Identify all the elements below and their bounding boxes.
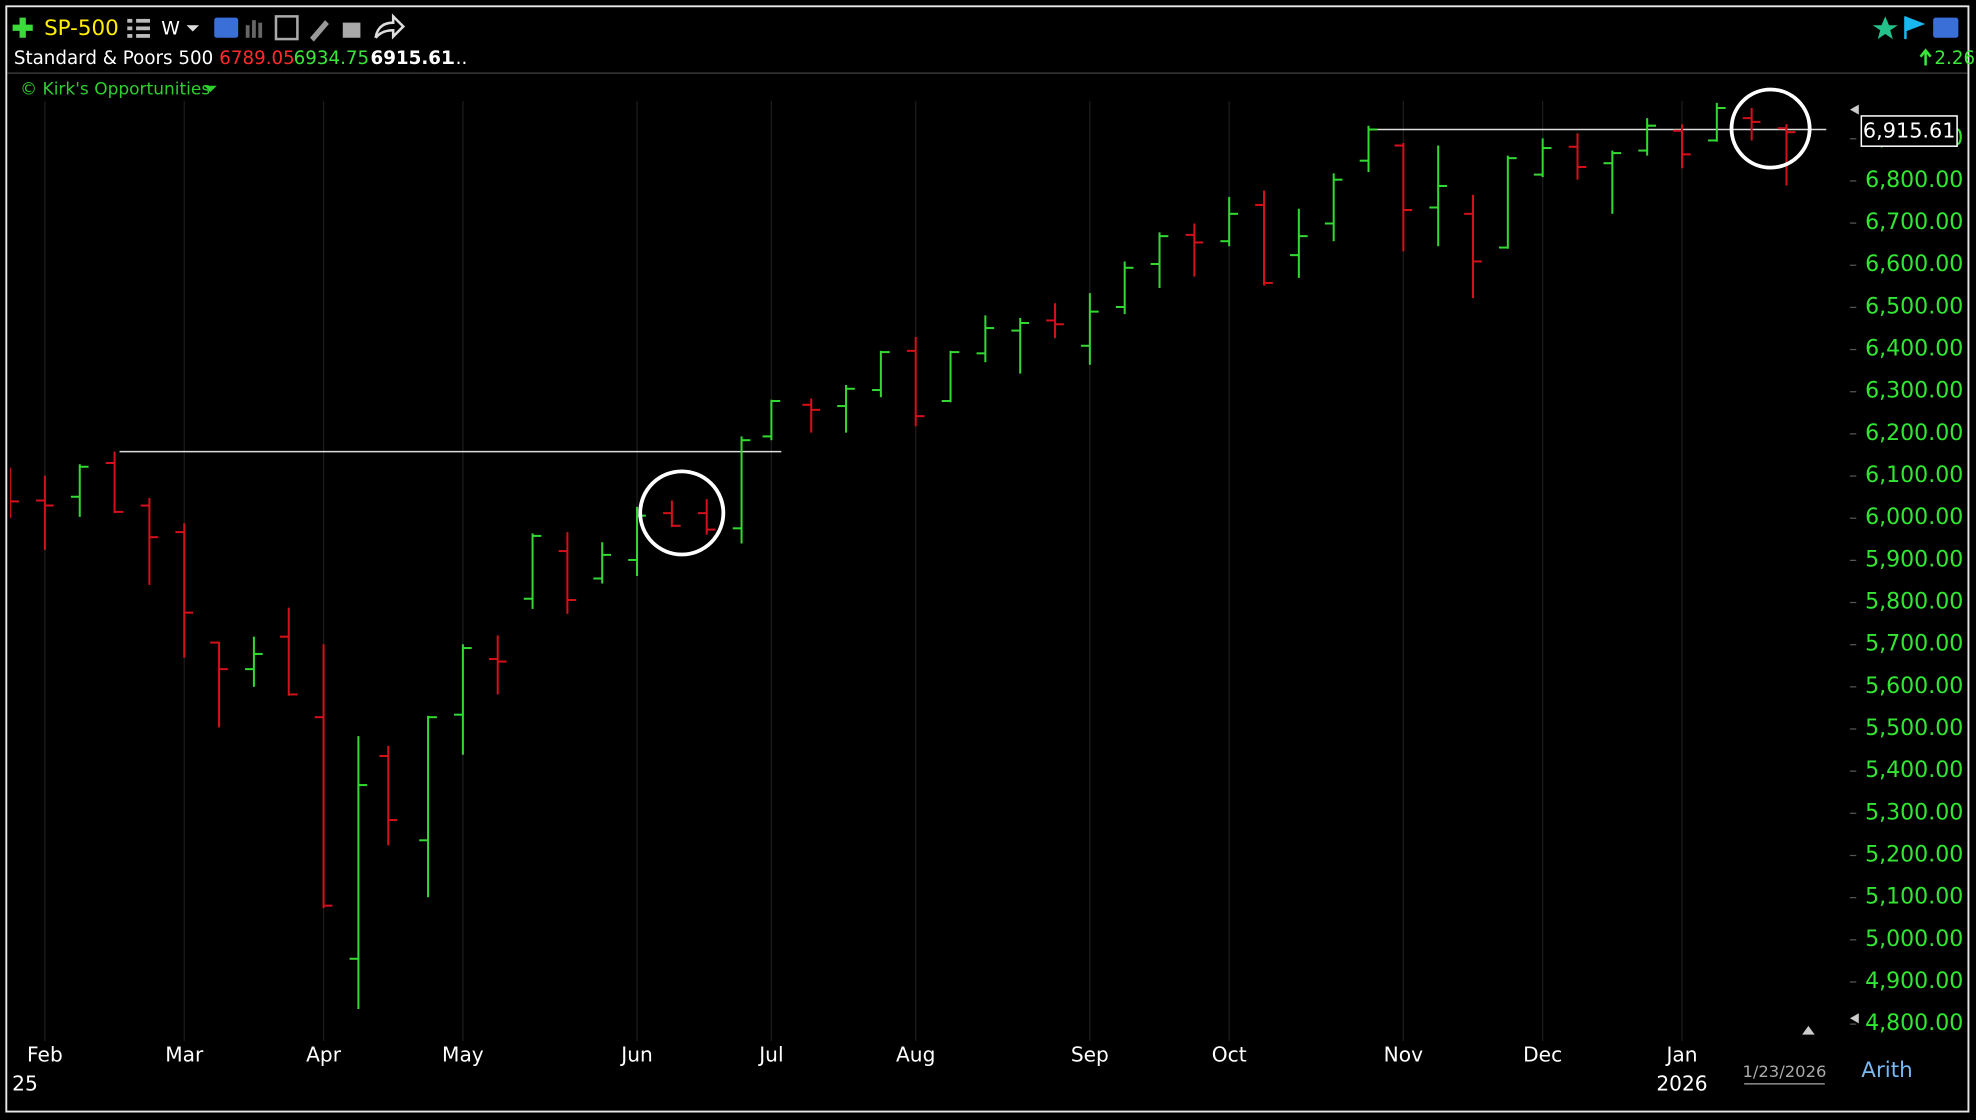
frame [5, 5, 1970, 1113]
y-tick-label: 4,900.00 [1865, 969, 1963, 994]
y-tick-label: 6,700.00 [1865, 210, 1963, 235]
y-tick-label: 6,300.00 [1865, 379, 1963, 404]
x-tick-label: May [442, 1043, 484, 1067]
x-tick-label: Jun [619, 1043, 652, 1067]
highlight-circle [638, 469, 726, 557]
y-tick-label: 5,800.00 [1865, 590, 1963, 615]
y-tick-label: 5,400.00 [1865, 758, 1963, 783]
last-price-label: 6,915.61 [1863, 119, 1956, 143]
x-tick-label: Jul [757, 1043, 783, 1067]
x-tick-label: Nov [1384, 1043, 1423, 1067]
change: 2.26 [1934, 48, 1975, 69]
bars-icon[interactable] [245, 20, 263, 38]
date-label: 1/23/2026 [1742, 1062, 1826, 1081]
x-tick-label: Mar [165, 1043, 204, 1067]
list-icon[interactable] [127, 18, 150, 38]
y-tick-label: 6,000.00 [1865, 505, 1963, 530]
y-tick-label: 6,400.00 [1865, 337, 1963, 362]
y-tick-label: 5,900.00 [1865, 547, 1963, 572]
y-tick-label: 4,800.00 [1865, 1011, 1963, 1036]
grid [44, 100, 1683, 1041]
add-icon[interactable] [12, 17, 33, 38]
type-icon[interactable] [214, 17, 239, 38]
y-tick-label: 5,000.00 [1865, 927, 1963, 952]
y-tick-label: 6,600.00 [1865, 252, 1963, 277]
draw-icon[interactable] [310, 20, 329, 42]
s-icon[interactable] [1933, 17, 1959, 38]
share-icon[interactable] [374, 13, 406, 40]
watermark-caret[interactable] [204, 85, 217, 92]
toolbar: SP-500 W [12, 13, 1959, 42]
y-tick-label: 6,100.00 [1865, 463, 1963, 488]
y-tick-label: 5,700.00 [1865, 632, 1963, 657]
highlight-circle [1729, 87, 1812, 170]
scale-label[interactable]: Arith [1861, 1058, 1912, 1083]
y-tick-label: 5,300.00 [1865, 800, 1963, 825]
flag-icon[interactable] [1904, 16, 1926, 40]
y-tick-label: 5,600.00 [1865, 674, 1963, 699]
x-tick-label: Dec [1523, 1043, 1562, 1067]
interval[interactable]: W [161, 17, 180, 39]
watermark[interactable]: © Kirk's Opportunities [20, 79, 210, 99]
star-icon[interactable] [1872, 16, 1898, 40]
change-arrow [1919, 48, 1932, 66]
y-tick-label: 5,200.00 [1865, 842, 1963, 867]
y-tick-label: 6,500.00 [1865, 294, 1963, 319]
interval-caret[interactable] [186, 25, 200, 32]
y-tick-label: 6,800.00 [1865, 168, 1963, 193]
y-tick-label: 6,200.00 [1865, 421, 1963, 446]
x-tick-label: Jan [1664, 1043, 1697, 1067]
y-tick-label: 5,100.00 [1865, 885, 1963, 910]
x-tick-label: Aug [896, 1043, 935, 1067]
x-tick-label: Oct [1212, 1043, 1247, 1067]
plot [10, 102, 1827, 1009]
x-tick-label: Feb [27, 1043, 63, 1067]
symbol[interactable]: SP-500 [44, 16, 119, 41]
scroll-arrow[interactable] [1849, 104, 1859, 115]
high-value: 6934.75 [294, 48, 370, 69]
x-tick-label: Sep [1071, 1043, 1109, 1067]
low-value: 6789.05 [219, 48, 295, 69]
year-label: 25 [12, 1072, 38, 1096]
close-value: 6915.61 [371, 48, 454, 69]
year-label: 2026 [1656, 1072, 1707, 1096]
more[interactable]: ... [450, 48, 467, 69]
y-tick-label: 5,500.00 [1865, 716, 1963, 741]
scroll-arrow[interactable] [1802, 1025, 1815, 1035]
x-tick-label: Apr [306, 1043, 342, 1067]
calc-icon[interactable] [274, 15, 299, 41]
scroll-arrow[interactable] [1849, 1013, 1859, 1024]
last-price-box [1860, 115, 1958, 147]
note-icon[interactable] [342, 22, 361, 38]
instrument-name: Standard & Poors 500 [14, 48, 213, 69]
